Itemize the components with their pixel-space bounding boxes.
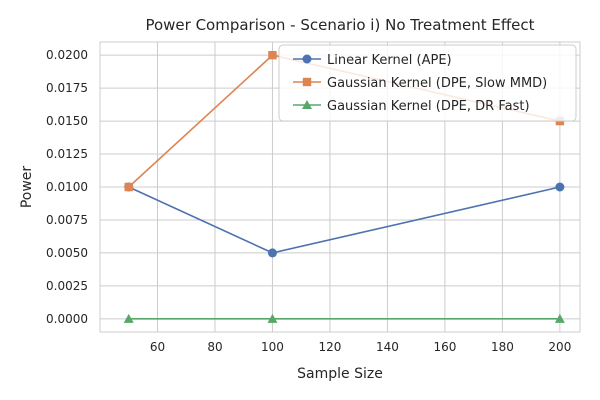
y-tick-label: 0.0200 [46,48,88,62]
legend-marker [302,54,312,64]
y-tick-label: 0.0025 [46,279,88,293]
x-tick-label: 180 [491,340,514,354]
x-tick-label: 200 [548,340,571,354]
x-tick-label: 80 [207,340,222,354]
y-tick-label: 0.0000 [46,312,88,326]
legend-marker [302,100,312,109]
y-tick-label: 0.0125 [46,147,88,161]
legend-label: Gaussian Kernel (DPE, DR Fast) [327,99,530,114]
legend-box [278,44,577,122]
data-point [267,248,277,258]
x-tick-label: 60 [150,340,165,354]
data-point [554,313,565,323]
data-point [267,313,278,323]
x-axis-label: Sample Size [297,366,383,382]
x-tick-label: 120 [318,340,341,354]
y-tick-label: 0.0050 [46,246,88,260]
data-point [123,313,134,323]
data-point [555,182,565,192]
legend-entry: Gaussian Kernel (DPE, DR Fast) [293,99,530,114]
x-tick-label: 140 [376,340,399,354]
y-tick-label: 0.0100 [46,180,88,194]
x-tick-labels: 60 80 100 120 140 160 180 200 [150,340,571,354]
chart-title: Power Comparison - Scenario i) No Treatm… [145,16,534,34]
y-tick-label: 0.0075 [46,213,88,227]
data-point [268,50,277,60]
x-tick-label: 160 [433,340,456,354]
y-tick-label: 0.0175 [46,81,88,95]
plot-frame [99,41,581,333]
series-3 [123,313,565,323]
y-tick-labels: 0.0000 0.0025 0.0050 0.0075 0.0100 0.0125 0.01… [46,48,88,326]
y-axis-label: Power [19,166,35,209]
legend-marker [302,77,312,87]
legend-entry: Gaussian Kernel (DPE, Slow MMD) [293,76,547,91]
data-point [124,182,133,192]
legend-label: Gaussian Kernel (DPE, Slow MMD) [327,76,547,91]
x-tick-label: 100 [261,340,284,354]
legend-label: Linear Kernel (APE) [327,53,452,68]
legend: Linear Kernel (APE) Gaussian Kernel (DPE,… [278,44,577,122]
legend-entry: Linear Kernel (APE) [293,53,452,68]
y-tick-label: 0.0150 [46,114,88,128]
